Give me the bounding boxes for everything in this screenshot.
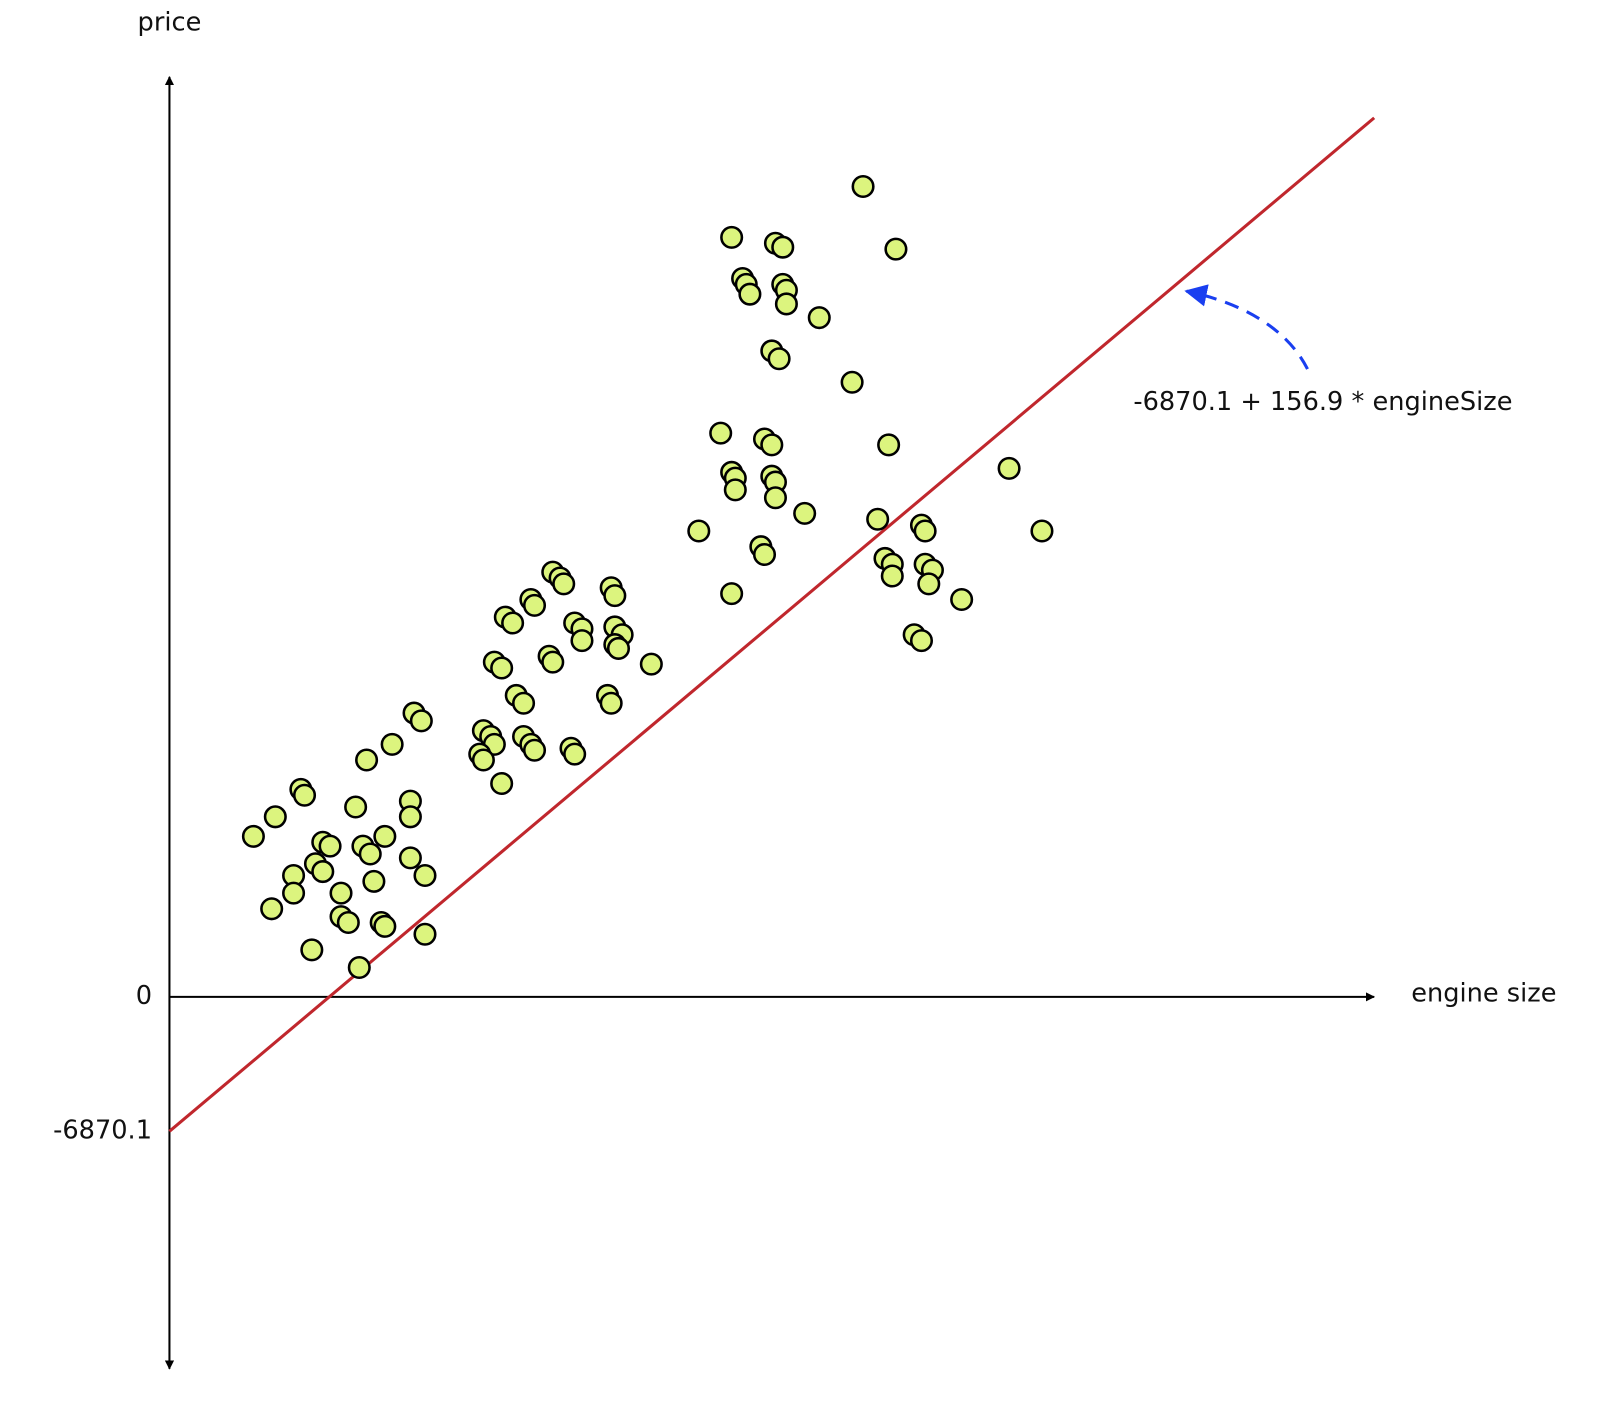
data-point	[490, 656, 514, 680]
data-point	[292, 783, 317, 807]
y-axis-label: price	[138, 8, 202, 38]
data-point	[329, 881, 353, 905]
data-point	[373, 824, 397, 848]
data-point	[501, 611, 525, 635]
data-point	[563, 742, 587, 766]
data-point	[909, 629, 934, 653]
x-axis-label: engine size	[1411, 979, 1556, 1009]
data-point	[851, 174, 875, 199]
data-point	[300, 938, 324, 962]
data-point	[774, 292, 798, 316]
data-point	[807, 306, 831, 330]
data-point	[884, 237, 908, 261]
data-point	[358, 842, 382, 866]
annotation-arrow	[1184, 284, 1309, 370]
data-point	[866, 507, 890, 531]
data-point	[522, 593, 547, 617]
data-point	[603, 584, 627, 608]
data-point	[409, 709, 433, 733]
data-point	[471, 748, 495, 772]
data-point	[318, 834, 342, 858]
data-point	[752, 542, 777, 567]
data-point	[336, 910, 360, 935]
data-point	[709, 421, 733, 445]
data-point	[362, 869, 386, 893]
regression-line	[168, 116, 1376, 1133]
data-point	[606, 636, 631, 660]
data-point	[355, 748, 379, 772]
data-point	[997, 456, 1021, 480]
data-point	[760, 433, 784, 457]
data-point	[599, 691, 623, 715]
equation-annotation: -6870.1 + 156.9 * engineSize	[1133, 387, 1512, 417]
data-point	[763, 486, 787, 510]
data-point	[552, 572, 576, 596]
data-point	[398, 846, 422, 870]
data-point	[570, 629, 594, 653]
data-point	[1030, 519, 1054, 543]
data-point	[880, 564, 904, 588]
data-point	[260, 897, 284, 921]
data-point	[413, 863, 437, 888]
data-point	[311, 860, 335, 884]
data-point	[917, 572, 941, 596]
data-point	[344, 795, 368, 819]
data-point	[263, 805, 287, 829]
data-point	[877, 433, 901, 457]
data-point	[380, 732, 404, 756]
data-point	[723, 478, 747, 502]
data-point	[241, 824, 265, 848]
data-point	[767, 347, 791, 371]
data-point	[398, 805, 422, 829]
data-point	[490, 771, 514, 796]
data-point	[413, 922, 437, 946]
y-tick-label: -6870.1	[53, 1115, 152, 1145]
data-point	[738, 282, 762, 306]
data-point	[639, 652, 663, 676]
data-point	[913, 519, 937, 543]
data-point	[793, 501, 817, 525]
data-point	[373, 914, 397, 938]
data-point	[771, 235, 795, 259]
data-point	[720, 582, 744, 606]
data-point	[840, 370, 864, 394]
data-point	[347, 955, 371, 980]
y-tick-label: 0	[136, 981, 152, 1011]
data-point	[950, 587, 974, 612]
data-point	[282, 881, 306, 905]
data-point	[522, 738, 547, 762]
data-point	[512, 691, 536, 715]
data-point	[541, 650, 565, 674]
data-point	[720, 225, 744, 249]
data-point	[687, 519, 711, 543]
